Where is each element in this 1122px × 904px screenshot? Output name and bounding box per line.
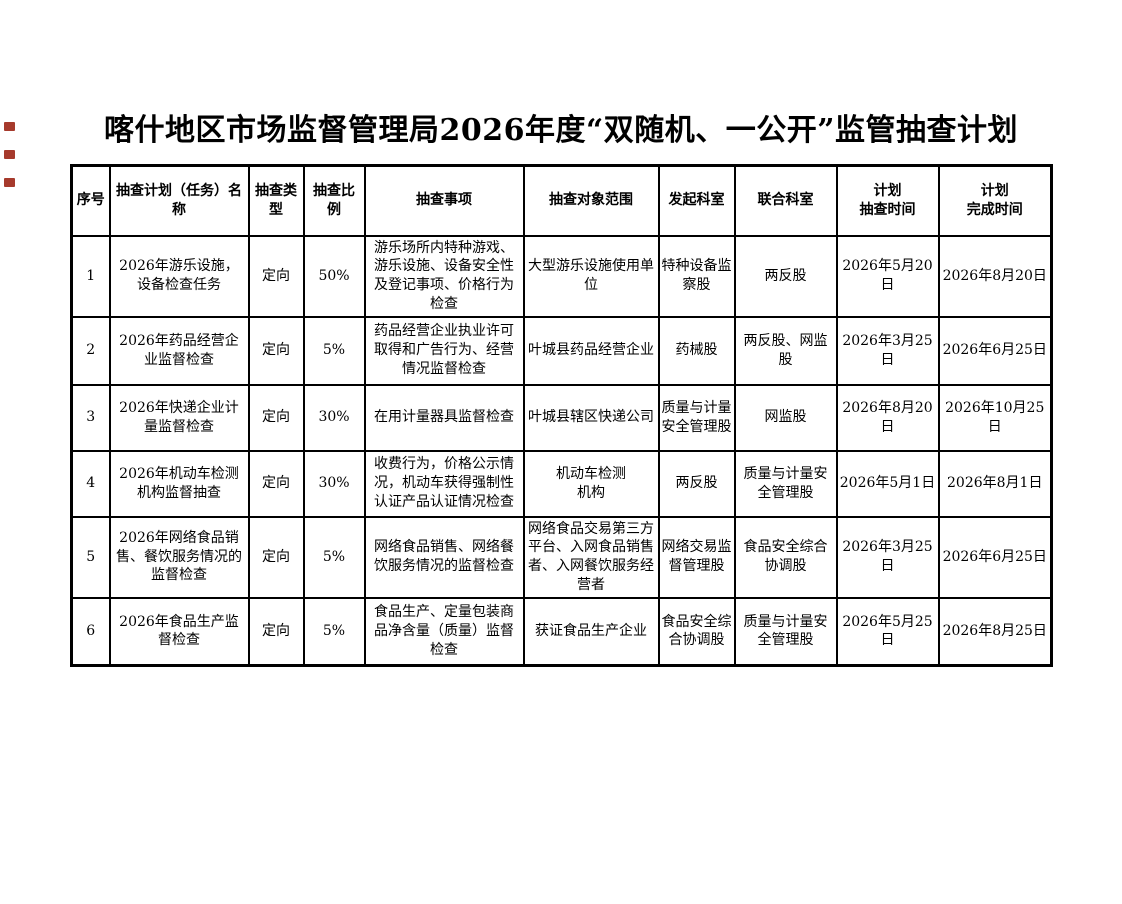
table-cell: 2026年5月20日 <box>835 234 940 318</box>
table-row: 2 2026年药品经营企业监督检查 定向 5% 药品经营企业执业许可取得和广告行为、经营… <box>70 315 1053 386</box>
col-header-joint-dept: 联合科室 <box>733 164 838 237</box>
red-mark <box>4 122 15 131</box>
table-cell: 2026年3月25日 <box>835 315 940 386</box>
table-row: 6 2026年食品生产监督检查 定向 5% 食品生产、定量包装商品净含量（质量）监督检查… <box>70 596 1053 667</box>
table-row: 5 2026年网络食品销售、餐饮服务情况的监督检查 定向 5% 网络食品销售、网络餐饮服… <box>70 515 1053 599</box>
col-header-target-scope: 抽查对象范围 <box>522 164 660 237</box>
col-header-index: 序号 <box>70 164 111 237</box>
table-cell: 质量与计量安全管理股 <box>657 383 736 452</box>
table-row: 3 2026年快递企业计量监督检查 定向 30% 在用计量器具监督检查 叶城县辖区快递公司… <box>70 383 1053 452</box>
table-cell: 2026年8月20日 <box>937 234 1053 318</box>
table-cell: 网络食品交易第三方平台、入网食品销售者、入网餐饮服务经营者 <box>522 515 660 599</box>
table-cell: 机动车检测 机构 <box>522 449 660 518</box>
table-cell: 网络交易监督管理股 <box>657 515 736 599</box>
table-cell: 两反股、网监股 <box>733 315 838 386</box>
table-cell: 2026年8月1日 <box>937 449 1053 518</box>
table-cell: 2026年10月25日 <box>937 383 1053 452</box>
table-cell: 5 <box>70 515 111 599</box>
table-cell: 收费行为，价格公示情况，机动车获得强制性认证产品认证情况检查 <box>363 449 525 518</box>
table-cell: 30% <box>302 383 366 452</box>
table-cell: 2026年8月20日 <box>835 383 940 452</box>
table-cell: 2026年药品经营企业监督检查 <box>108 315 250 386</box>
table-cell: 食品生产、定量包装商品净含量（质量）监督检查 <box>363 596 525 667</box>
table-cell: 定向 <box>247 315 305 386</box>
table-header-row: 序号 抽查计划（任务）名称 抽查类型 抽查比例 抽查事项 抽查对象范围 发起科室… <box>70 164 1053 237</box>
table-cell: 药品经营企业执业许可取得和广告行为、经营情况监督检查 <box>363 315 525 386</box>
col-header-planned-inspection-time: 计划 抽查时间 <box>835 164 940 237</box>
table-row: 1 2026年游乐设施，设备检查任务 定向 50% 游乐场所内特种游戏、游乐设施、设备安… <box>70 234 1053 318</box>
table-cell: 叶城县药品经营企业 <box>522 315 660 386</box>
col-header-type: 抽查类型 <box>247 164 305 237</box>
table-cell: 2026年机动车检测机构监督抽查 <box>108 449 250 518</box>
table-cell: 网监股 <box>733 383 838 452</box>
table-cell: 2026年8月25日 <box>937 596 1053 667</box>
table-cell: 定向 <box>247 515 305 599</box>
table-cell: 定向 <box>247 383 305 452</box>
table-cell: 2026年3月25日 <box>835 515 940 599</box>
page-title: 喀什地区市场监督管理局2026年度“双随机、一公开”监管抽查计划 <box>103 113 1018 148</box>
red-mark <box>4 178 15 187</box>
table-cell: 6 <box>70 596 111 667</box>
table-cell: 2026年5月1日 <box>835 449 940 518</box>
table-cell: 3 <box>70 383 111 452</box>
table-cell: 食品安全综合协调股 <box>657 596 736 667</box>
table-row: 4 2026年机动车检测机构监督抽查 定向 30% 收费行为，价格公示情况，机动车获得强… <box>70 449 1053 518</box>
table-cell: 2026年游乐设施，设备检查任务 <box>108 234 250 318</box>
table-cell: 特种设备监察股 <box>657 234 736 318</box>
table-cell: 4 <box>70 449 111 518</box>
red-mark <box>4 150 15 159</box>
table-cell: 1 <box>70 234 111 318</box>
table-cell: 2026年5月25日 <box>835 596 940 667</box>
table-cell: 5% <box>302 315 366 386</box>
col-header-ratio: 抽查比例 <box>302 164 366 237</box>
table-cell: 5% <box>302 515 366 599</box>
table-cell: 定向 <box>247 234 305 318</box>
table-cell: 定向 <box>247 596 305 667</box>
table-cell: 两反股 <box>733 234 838 318</box>
table-cell: 网络食品销售、网络餐饮服务情况的监督检查 <box>363 515 525 599</box>
table-cell: 2026年6月25日 <box>937 315 1053 386</box>
table-cell: 2026年食品生产监督检查 <box>108 596 250 667</box>
inspection-plan-table: 序号 抽查计划（任务）名称 抽查类型 抽查比例 抽查事项 抽查对象范围 发起科室… <box>70 164 1053 667</box>
table-cell: 2026年快递企业计量监督检查 <box>108 383 250 452</box>
table-cell: 5% <box>302 596 366 667</box>
table-cell: 30% <box>302 449 366 518</box>
table-cell: 2 <box>70 315 111 386</box>
table-cell: 两反股 <box>657 449 736 518</box>
table-cell: 50% <box>302 234 366 318</box>
table-cell: 质量与计量安全管理股 <box>733 449 838 518</box>
col-header-initiating-dept: 发起科室 <box>657 164 736 237</box>
table-cell: 2026年6月25日 <box>937 515 1053 599</box>
col-header-items: 抽查事项 <box>363 164 525 237</box>
table-cell: 药械股 <box>657 315 736 386</box>
table-cell: 大型游乐设施使用单位 <box>522 234 660 318</box>
col-header-plan-name: 抽查计划（任务）名称 <box>108 164 250 237</box>
table-cell: 食品安全综合协调股 <box>733 515 838 599</box>
table-cell: 叶城县辖区快递公司 <box>522 383 660 452</box>
table-cell: 获证食品生产企业 <box>522 596 660 667</box>
table-cell: 在用计量器具监督检查 <box>363 383 525 452</box>
col-header-planned-completion-time: 计划 完成时间 <box>937 164 1053 237</box>
table-cell: 2026年网络食品销售、餐饮服务情况的监督检查 <box>108 515 250 599</box>
table-cell: 游乐场所内特种游戏、游乐设施、设备安全性及登记事项、价格行为检查 <box>363 234 525 318</box>
table-cell: 定向 <box>247 449 305 518</box>
table-cell: 质量与计量安全管理股 <box>733 596 838 667</box>
